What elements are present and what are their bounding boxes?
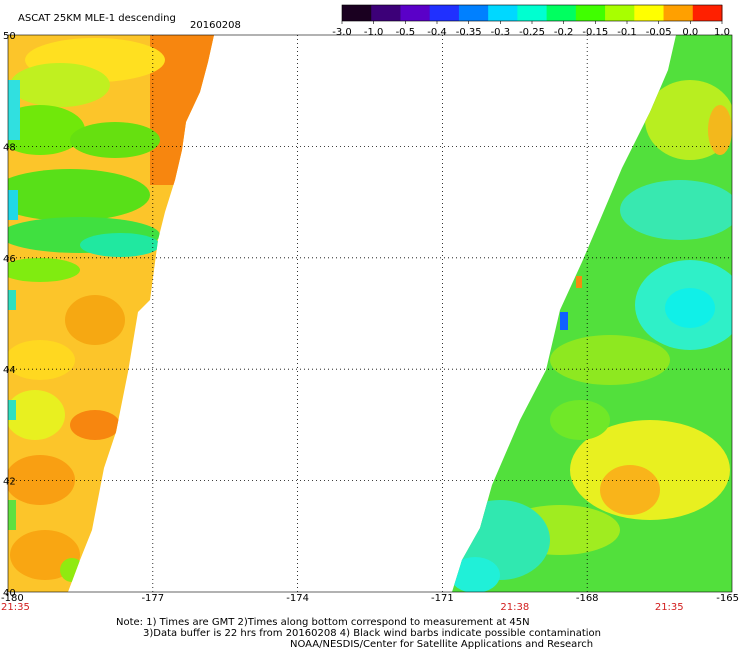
right-data-swath (452, 35, 732, 592)
colorbar-tick-label: 0.0 (682, 27, 698, 38)
colorbar-segment (400, 5, 431, 21)
latitude-tick-labels: 40 42 44 46 48 50 (3, 31, 16, 599)
colorbar-segment (546, 5, 577, 21)
time-label: 21:35 (1, 602, 30, 613)
latitude-label: 46 (3, 254, 16, 265)
colorbar-segment (517, 5, 548, 21)
time-label: 21:35 (655, 602, 684, 613)
colorbar-tick-label: -0.4 (427, 27, 447, 38)
longitude-label: -177 (141, 593, 164, 604)
colorbar-tick-label: -0.3 (491, 27, 511, 38)
map-frame (7, 34, 733, 593)
longitude-label: -171 (431, 593, 454, 604)
longitude-tick-labels: -180 -177 -174 -171 -168 -165 (1, 593, 739, 604)
colorbar-tick-label: -1.0 (364, 27, 384, 38)
latitude-label: 40 (3, 588, 16, 599)
colorbar-tick-label: -0.1 (617, 27, 637, 38)
colorbar-tick-label: 1.0 (714, 27, 730, 38)
colorbar-tick-label: -0.35 (456, 27, 482, 38)
longitude-label: -174 (286, 593, 309, 604)
longitude-label: -168 (576, 593, 599, 604)
left-data-swath (8, 35, 214, 592)
note-line-1: Note: 1) Times are GMT 2)Times along bot… (116, 617, 530, 628)
colorbar-segment (488, 5, 518, 21)
colorbar-tick-label: -0.2 (554, 27, 574, 38)
colorbar-segment (692, 5, 723, 21)
colorbar-segment (663, 5, 694, 21)
colorbar-tick-label: -3.0 (332, 27, 352, 38)
colorbar-segment (634, 5, 665, 21)
latitude-label: 42 (3, 477, 16, 488)
time-labels: 21:35 21:38 21:35 (1, 602, 684, 613)
latitude-label: 48 (3, 142, 16, 153)
note-line-3: NOAA/NESDIS/Center for Satellite Applica… (290, 639, 594, 650)
time-label: 21:38 (500, 602, 529, 613)
colorbar-segment (429, 5, 460, 21)
colorbar-segment (342, 5, 372, 21)
colorbar-tick-label: -0.25 (519, 27, 545, 38)
latitude-label: 44 (3, 365, 16, 376)
colorbar-segment (371, 5, 401, 21)
latitude-label: 50 (3, 31, 16, 42)
colorbar-segment (575, 5, 606, 21)
note-line-2: 3)Data buffer is 22 hrs from 20160208 4)… (143, 628, 601, 639)
colorbar-segment (605, 5, 635, 21)
colorbar-tick-label: -0.5 (396, 27, 416, 38)
colorbar-segment (458, 5, 489, 21)
map-date: 20160208 (190, 20, 241, 31)
colorbar (341, 4, 723, 24)
map-title: ASCAT 25KM MLE-1 descending (18, 13, 176, 24)
colorbar-tick-label: -0.15 (582, 27, 608, 38)
longitude-label: -165 (716, 593, 739, 604)
colorbar-labels: -3.0 -1.0 -0.5 -0.4 -0.35 -0.3 -0.25 -0.2 -0.15-… (332, 27, 730, 38)
longitude-label: -180 (1, 593, 24, 604)
colorbar-tick-label: -0.05 (646, 27, 672, 38)
graticule (8, 35, 732, 592)
